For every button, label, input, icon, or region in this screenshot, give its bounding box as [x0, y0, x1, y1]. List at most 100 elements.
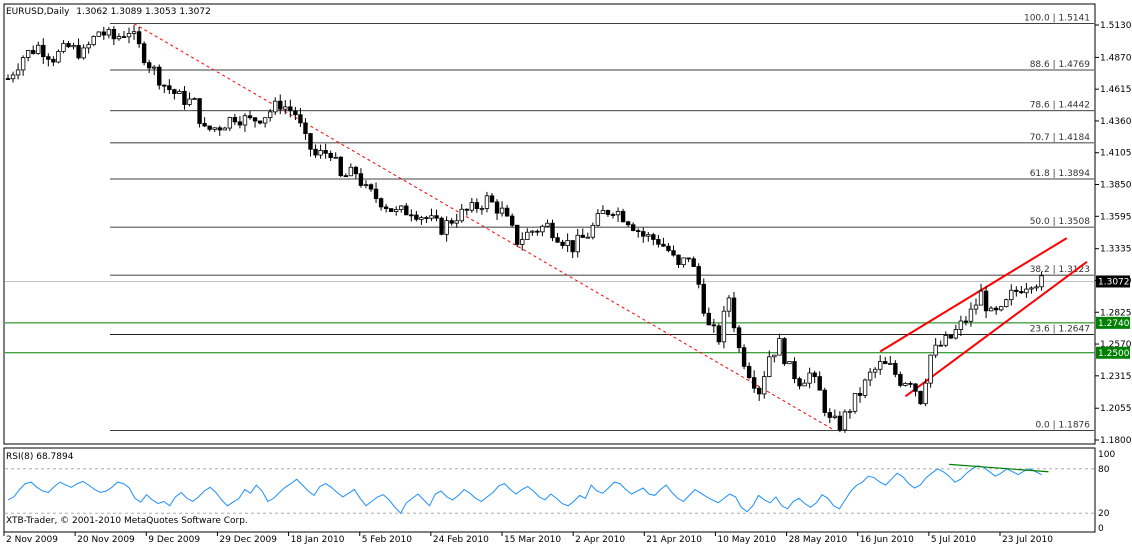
time-tick-label: 5 Feb 2010 [362, 535, 413, 545]
candle-body [399, 205, 404, 210]
candle-body [313, 148, 318, 156]
candle-body [883, 361, 888, 365]
candle-body [988, 307, 994, 312]
candle-body [958, 320, 964, 330]
candle-body [61, 43, 66, 52]
candle-body [605, 210, 611, 215]
candle-body [691, 258, 696, 267]
candle-body [86, 44, 91, 49]
candle-body [207, 125, 212, 130]
candle-body [787, 361, 792, 365]
candle-body [746, 365, 752, 378]
candle-body [25, 50, 31, 58]
candle-body [212, 127, 217, 130]
candle-body [459, 208, 464, 222]
ohlc-values: 1.3062 1.3089 1.3053 1.3072 [76, 7, 211, 17]
candle-body [46, 56, 51, 60]
candle-body [484, 195, 490, 209]
candle-body [131, 31, 137, 34]
candle-body [414, 214, 419, 220]
trend-lines[interactable] [133, 23, 1088, 431]
candle-body [918, 390, 923, 405]
candle-body [782, 338, 787, 365]
candle-body [666, 245, 671, 252]
candle-body [757, 387, 762, 395]
candle-body [172, 89, 177, 94]
time-tick-label: 16 Jun 2010 [860, 535, 914, 545]
candle-body [993, 307, 999, 311]
main-chart-frame [3, 3, 1096, 445]
candle-body [101, 31, 106, 36]
candle-body [333, 156, 338, 159]
candle-body [76, 45, 81, 59]
candle-body [10, 74, 16, 80]
rsi-tick-label: 100 [1098, 450, 1115, 460]
lower-channel-line [904, 260, 1088, 398]
candle-body [222, 127, 227, 131]
rsi-header: RSI(8) 68.7894 [6, 452, 74, 462]
candle-body [116, 36, 122, 40]
candle-body [535, 230, 540, 233]
fib-level-label: 38.2 | 1.3123 [1030, 265, 1090, 275]
current-price-tag: 1.3072 [1098, 277, 1130, 287]
price-tick-label: 1.2570 [1100, 340, 1132, 350]
candle-body [847, 410, 853, 413]
time-tick-label: 28 May 2010 [789, 535, 848, 545]
candle-body [474, 202, 480, 209]
candle-body [278, 100, 283, 110]
candle-body [832, 415, 838, 418]
candle-body [20, 57, 26, 71]
candle-body [857, 392, 863, 396]
fib-level-label: 0.0 | 1.1876 [1035, 421, 1090, 431]
candle-body [1039, 275, 1044, 288]
price-tick-label: 1.4870 [1100, 53, 1132, 63]
candle-body [106, 29, 112, 36]
candle-body [494, 201, 500, 214]
candle-body [726, 297, 732, 312]
chart-header: EURUSD,Daily 1.3062 1.3089 1.3053 1.3072 [6, 7, 211, 17]
candle-body [152, 66, 157, 69]
candle-body [878, 361, 883, 370]
candle-body [247, 115, 253, 119]
candle-body [550, 222, 555, 239]
candle-body [630, 224, 636, 232]
candle-body [711, 324, 717, 327]
time-tick-label: 24 Feb 2010 [433, 535, 489, 545]
candle-body [978, 290, 984, 306]
candle-body [237, 121, 243, 126]
fib-level-label: 100.0 | 1.5141 [1024, 14, 1090, 24]
candle-body [373, 188, 379, 200]
candle-body [903, 383, 908, 386]
price-tick-label: 1.2055 [1100, 404, 1132, 414]
candle-body [383, 206, 389, 210]
candle-body [565, 240, 570, 246]
candle-body [953, 329, 959, 339]
candle-body [661, 243, 666, 247]
candle-body [157, 66, 162, 86]
time-tick-label: 5 Jul 2010 [931, 535, 976, 545]
candle-body [71, 45, 76, 48]
candle-body [232, 117, 238, 123]
rsi-tick-label: 20 [1098, 509, 1110, 519]
candle-body [842, 411, 848, 431]
price-tick-label: 1.2315 [1100, 372, 1132, 382]
candle-body [252, 117, 258, 122]
candle-body [656, 239, 661, 245]
price-tick-label: 1.2825 [1100, 308, 1132, 318]
candle-body [817, 376, 822, 391]
candle-body [802, 382, 807, 387]
candle-body [121, 36, 127, 38]
candle-body [933, 344, 938, 356]
candle-body [419, 217, 424, 220]
candle-body [368, 184, 374, 190]
candle-body [424, 217, 429, 219]
candle-body [913, 383, 918, 392]
candle-body [162, 84, 167, 87]
candle-body [363, 184, 369, 187]
candle-body [908, 383, 913, 385]
price-axis: 1.5130 1.4870 1.4615 1.4360 1.4105 1.3850 1.35… [1095, 21, 1132, 446]
candle-body [469, 202, 475, 211]
candle-body [736, 327, 742, 349]
candle-body [298, 114, 303, 124]
